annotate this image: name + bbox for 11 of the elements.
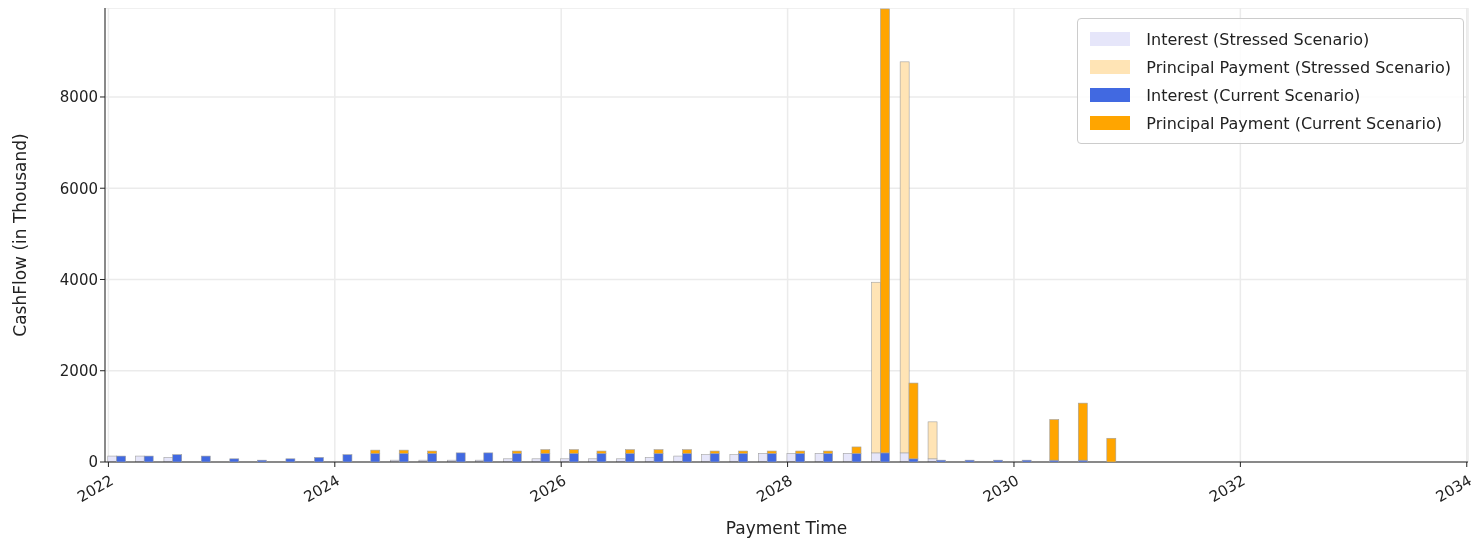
x-axis-title: Payment Time xyxy=(725,518,848,538)
legend-label: Principal Payment (Current Scenario) xyxy=(1146,113,1442,133)
y-tick-label: 2000 xyxy=(59,362,98,381)
legend-label: Principal Payment (Stressed Scenario) xyxy=(1146,57,1451,77)
legend-label: Interest (Current Scenario) xyxy=(1146,85,1361,105)
legend-label: Interest (Stressed Scenario) xyxy=(1146,29,1370,49)
y-tick-label: 0 xyxy=(88,453,98,472)
y-tick-label: 8000 xyxy=(59,88,98,107)
y-tick-label: 6000 xyxy=(59,179,98,198)
y-tick-label: 4000 xyxy=(59,270,98,289)
y-axis-title: CashFlow (in Thousand) xyxy=(10,133,30,337)
